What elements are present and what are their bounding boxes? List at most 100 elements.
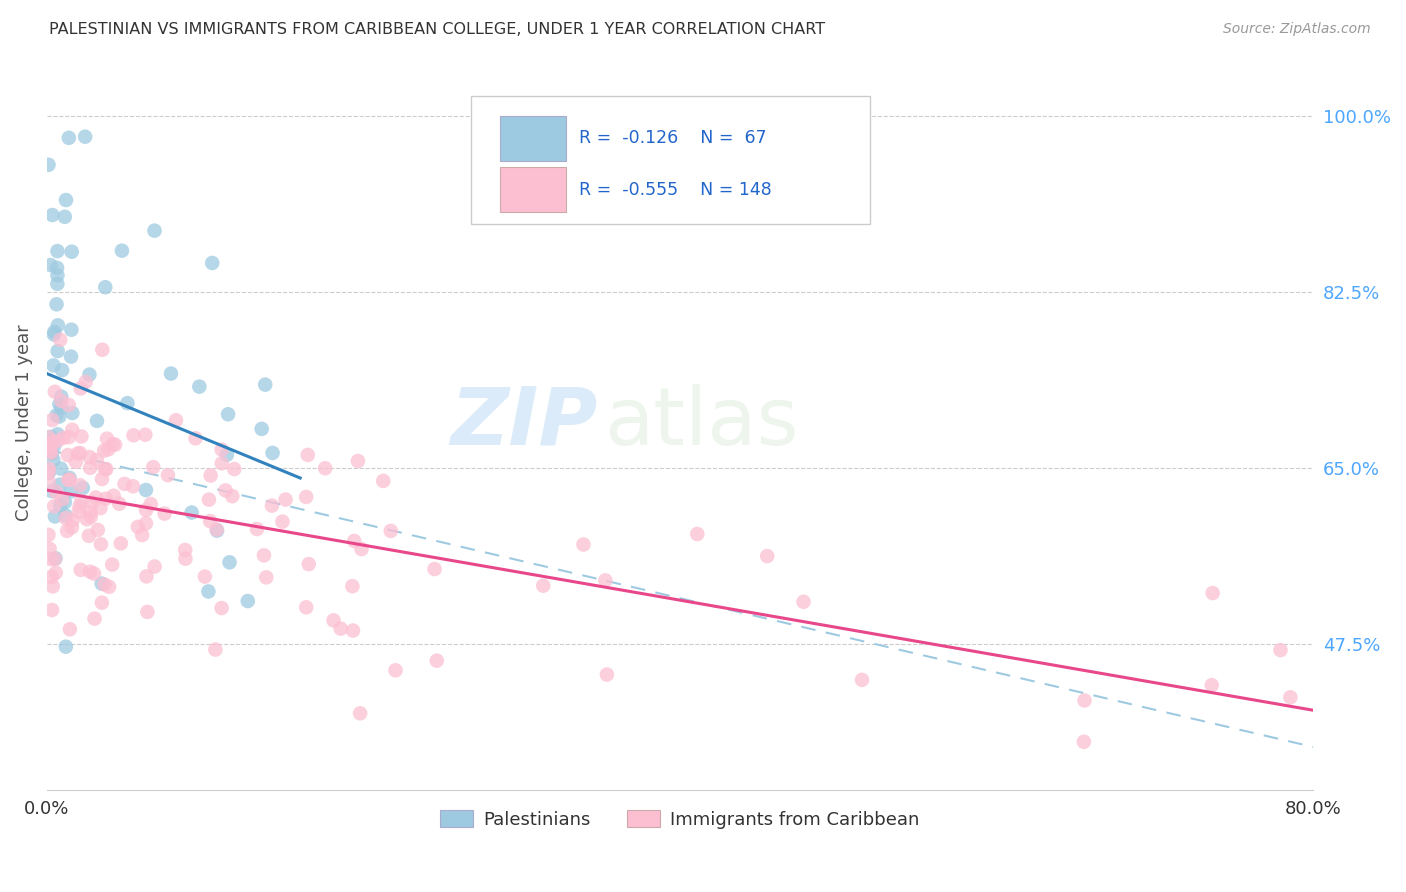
Point	[46, 277, 69, 291]
Point	[56, 448, 79, 462]
Point	[153, 507, 176, 521]
Point	[87, 523, 110, 537]
Point	[45, 297, 67, 311]
Point	[39, 552, 62, 566]
Point	[314, 461, 336, 475]
Point	[52, 431, 75, 445]
Point	[160, 367, 183, 381]
Point	[44, 551, 66, 566]
Point	[44, 439, 66, 453]
Point	[136, 605, 159, 619]
Point	[41, 434, 63, 449]
Point	[39, 444, 62, 458]
Text: Source: ZipAtlas.com: Source: ZipAtlas.com	[1223, 22, 1371, 37]
Point	[58, 398, 80, 412]
Point	[41, 446, 63, 460]
Point	[60, 323, 83, 337]
Point	[298, 557, 321, 571]
Point	[49, 461, 72, 475]
Point	[39, 430, 62, 444]
Point	[531, 579, 554, 593]
Point	[350, 542, 373, 557]
Point	[423, 562, 446, 576]
Point	[218, 555, 240, 569]
Point	[1201, 586, 1223, 600]
Point	[254, 377, 277, 392]
Point	[56, 524, 79, 538]
Point	[342, 579, 364, 593]
Point	[211, 456, 233, 470]
Point	[83, 612, 105, 626]
Point	[90, 537, 112, 551]
Point	[1270, 643, 1292, 657]
Point	[851, 673, 873, 687]
Point	[79, 461, 101, 475]
Point	[83, 566, 105, 581]
Point	[38, 541, 60, 556]
Point	[93, 443, 115, 458]
Point	[262, 446, 284, 460]
Point	[131, 528, 153, 542]
Point	[205, 524, 228, 538]
Point	[69, 382, 91, 396]
Point	[103, 489, 125, 503]
Point	[66, 446, 89, 460]
Point	[217, 407, 239, 421]
Point	[250, 422, 273, 436]
Point	[80, 495, 103, 509]
Point	[70, 429, 93, 443]
Point	[101, 437, 124, 451]
Point	[117, 396, 139, 410]
Point	[96, 432, 118, 446]
Point	[37, 465, 59, 479]
Point	[297, 448, 319, 462]
Point	[198, 492, 221, 507]
Point	[214, 483, 236, 498]
Point	[295, 600, 318, 615]
Point	[59, 473, 82, 487]
Point	[295, 490, 318, 504]
Point	[221, 489, 243, 503]
Point	[39, 446, 62, 460]
Point	[55, 508, 77, 523]
Point	[426, 654, 449, 668]
Point	[194, 569, 217, 583]
Point	[174, 542, 197, 557]
Point	[58, 473, 80, 487]
Point	[42, 359, 65, 373]
Point	[143, 224, 166, 238]
Point	[58, 430, 80, 444]
Point	[46, 268, 69, 283]
Point	[180, 506, 202, 520]
Point	[46, 434, 69, 448]
Point	[204, 642, 226, 657]
Point	[188, 379, 211, 393]
Point	[380, 524, 402, 538]
Point	[51, 393, 73, 408]
Text: R =  -0.555    N = 148: R = -0.555 N = 148	[579, 181, 772, 199]
Point	[84, 491, 107, 505]
Point	[572, 537, 595, 551]
Point	[96, 462, 118, 476]
Point	[686, 527, 709, 541]
Point	[38, 466, 60, 480]
Point	[60, 423, 83, 437]
Point	[41, 570, 63, 584]
Point	[200, 468, 222, 483]
Point	[595, 574, 617, 588]
Point	[236, 594, 259, 608]
Point	[55, 193, 77, 207]
Point	[39, 439, 62, 453]
Point	[55, 511, 77, 525]
Point	[122, 428, 145, 442]
Point	[1073, 735, 1095, 749]
Point	[86, 414, 108, 428]
Point	[76, 512, 98, 526]
Point	[246, 522, 269, 536]
Point	[72, 481, 94, 495]
Point	[342, 624, 364, 638]
Point	[322, 613, 344, 627]
Point	[201, 256, 224, 270]
Point	[45, 409, 67, 423]
Point	[60, 520, 83, 534]
